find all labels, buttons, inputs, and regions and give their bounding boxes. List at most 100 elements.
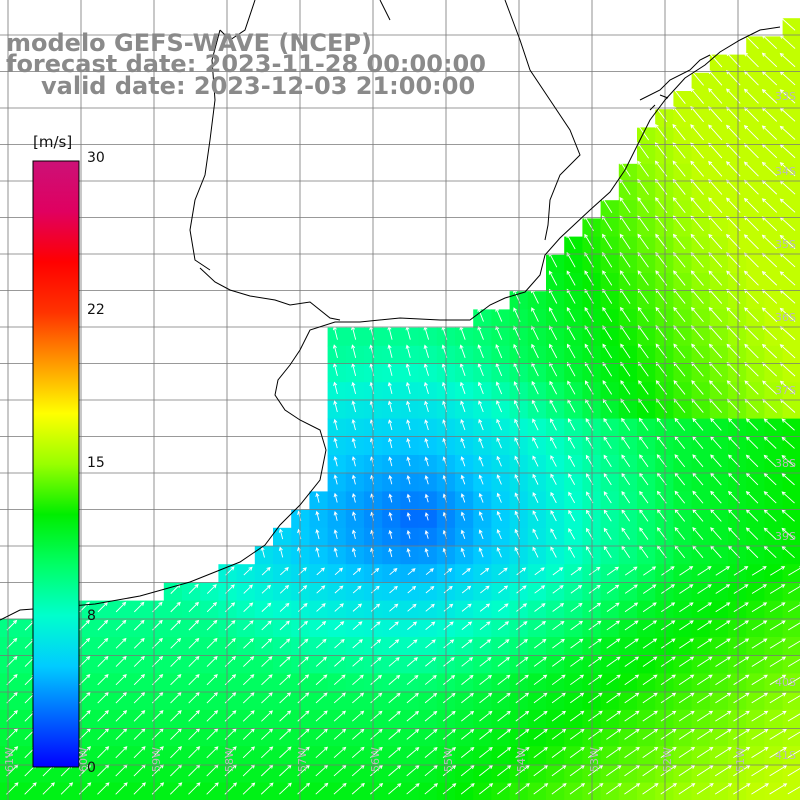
wind-arrow: [6, 637, 18, 649]
wind-arrow: [602, 343, 613, 359]
wind-arrow: [603, 527, 612, 540]
wind-arrow: [743, 270, 759, 286]
wind-arrow: [406, 456, 411, 467]
wind-arrow: [496, 455, 502, 467]
wind-arrow: [388, 511, 393, 521]
wind-arrow: [496, 418, 502, 431]
wind-arrow: [733, 692, 750, 704]
wind-arrow: [389, 603, 399, 612]
wind-arrow: [352, 567, 362, 576]
wind-arrow: [761, 270, 778, 286]
wind-arrow: [621, 454, 631, 468]
wind-arrow: [461, 585, 472, 594]
wind-arrow: [480, 585, 490, 594]
wind-arrow: [674, 527, 686, 540]
wind-speed-field: [0, 18, 800, 800]
wind-arrow: [673, 380, 686, 395]
wind-arrow: [708, 179, 723, 195]
wind-arrow: [744, 307, 759, 323]
wind-arrow: [279, 567, 289, 576]
wind-arrow: [333, 529, 338, 540]
wind-arrow: [425, 568, 434, 576]
wind-arrow: [620, 380, 631, 395]
wind-arrow: [424, 765, 438, 777]
wind-arrow: [551, 710, 567, 722]
wind-arrow: [779, 89, 796, 104]
wind-arrow: [370, 728, 383, 740]
wind-arrow: [406, 400, 411, 413]
wind-arrow: [714, 783, 733, 795]
wind-arrow: [763, 472, 777, 486]
wind-arrow: [715, 728, 732, 740]
wind-arrow: [588, 710, 603, 722]
wind-arrow: [568, 436, 576, 449]
wind-arrow: [588, 638, 602, 649]
wind-arrow: [761, 88, 778, 104]
wind-arrow: [424, 530, 429, 539]
wind-arrow: [443, 657, 455, 667]
wind-arrow: [334, 656, 346, 667]
wind-arrow: [333, 547, 338, 558]
wind-arrow: [551, 674, 566, 686]
wind-arrow: [315, 528, 320, 540]
wind-arrow: [638, 380, 649, 395]
wind-arrow: [206, 674, 218, 686]
wind-arrow: [242, 746, 255, 759]
wind-arrow: [763, 418, 777, 431]
wind-arrow: [351, 529, 356, 539]
wind-arrow: [443, 621, 454, 630]
wind-arrow: [206, 655, 218, 667]
wind-arrow: [751, 765, 769, 777]
wind-arrow: [552, 620, 565, 631]
lat-label: 34S: [775, 165, 796, 178]
wind-arrow: [460, 511, 466, 521]
wind-arrow: [643, 566, 657, 576]
wind-arrow: [697, 620, 713, 631]
wind-arrow: [406, 475, 411, 485]
wind-arrow: [461, 621, 473, 631]
wind-arrow: [781, 473, 795, 486]
wind-arrow: [763, 545, 777, 559]
wind-arrow: [352, 585, 362, 594]
wind-arrow: [388, 765, 402, 777]
wind-arrow: [242, 674, 255, 686]
wind-arrow: [606, 765, 622, 777]
wind-arrow: [639, 490, 649, 504]
wind-arrow: [351, 419, 356, 431]
wind-arrow: [460, 456, 466, 467]
wind-arrow: [424, 400, 429, 413]
wind-arrow: [779, 162, 796, 177]
wind-arrow: [495, 307, 503, 322]
wind-arrow: [424, 674, 437, 685]
wind-arrow: [531, 288, 539, 304]
wind-arrow: [352, 692, 365, 704]
wind-arrow: [388, 419, 393, 431]
wind-arrow: [369, 782, 384, 795]
wind-arrow: [588, 674, 603, 686]
wind-arrow: [715, 747, 732, 759]
wind-arrow: [405, 381, 411, 394]
wind-arrow: [170, 601, 181, 613]
wind-arrow: [370, 764, 384, 777]
wind-arrow: [424, 783, 439, 795]
wind-arrow: [531, 343, 539, 359]
wind-arrow: [642, 746, 659, 759]
wind-arrow: [603, 417, 612, 431]
wind-arrow: [333, 710, 346, 722]
title-model: modelo GEFS-WAVE (NCEP): [6, 29, 372, 57]
wind-arrow: [679, 638, 695, 649]
wind-arrow: [533, 674, 548, 686]
wind-arrow: [462, 567, 471, 576]
wind-arrow: [624, 692, 640, 704]
wind-arrow: [763, 491, 777, 504]
wind-arrow: [781, 545, 795, 558]
wind-arrow: [619, 270, 631, 286]
wind-arrow: [479, 621, 491, 631]
wind-arrow: [478, 418, 484, 431]
wind-arrow: [479, 603, 491, 612]
wind-arrow: [672, 123, 686, 141]
wind-arrow: [242, 692, 255, 704]
wind-arrow: [115, 655, 127, 667]
coastline-river-plate: [199, 267, 341, 321]
wind-arrow: [733, 728, 751, 740]
